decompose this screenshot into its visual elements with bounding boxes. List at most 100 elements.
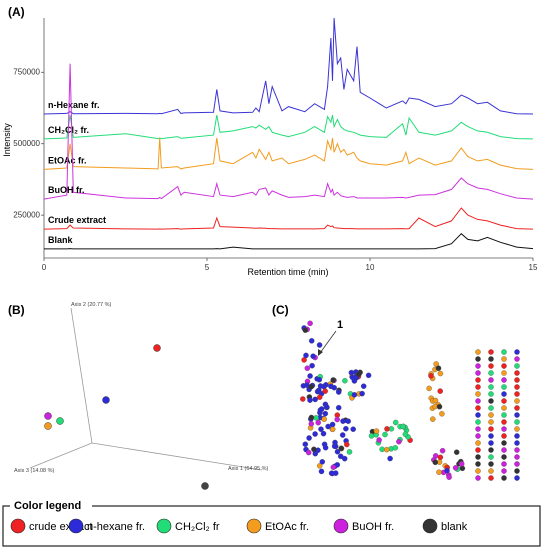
arrow-head [318, 349, 323, 356]
network-node [501, 433, 507, 439]
network-node [444, 467, 450, 474]
sample-point [102, 396, 110, 404]
legend-swatch [333, 518, 349, 534]
legend-label: blank [441, 521, 468, 533]
legend-swatch [68, 518, 84, 534]
network-node [475, 356, 481, 362]
network-node [316, 376, 323, 383]
network-node [514, 426, 520, 432]
network-node [302, 441, 309, 447]
network-node [383, 446, 390, 453]
network-node [308, 383, 314, 390]
panel-label: (A) [8, 5, 25, 19]
network-node [310, 353, 316, 359]
legend-label: n-hexane fr. [87, 521, 145, 533]
network-node [339, 432, 346, 438]
legend-swatch [156, 518, 172, 534]
network-node [373, 428, 380, 434]
x-tick-label: 10 [366, 263, 375, 272]
network-node [488, 384, 494, 390]
network-node [439, 447, 446, 454]
network-node [501, 447, 507, 453]
trace-label: Crude extract [48, 215, 106, 225]
network-node [488, 461, 494, 467]
network-node [452, 465, 459, 471]
network-node [325, 423, 331, 430]
trace [43, 63, 534, 200]
network-node [501, 356, 507, 362]
network-node [514, 398, 520, 404]
network-node [321, 383, 327, 390]
network-node [488, 433, 494, 439]
network-node [475, 440, 481, 446]
network-node [501, 391, 507, 397]
legend-title-bg [10, 498, 92, 512]
network-node [501, 461, 507, 467]
network-node [514, 461, 520, 467]
network-node [308, 338, 315, 344]
network-node [501, 426, 507, 432]
network-node [334, 462, 341, 468]
network-node [488, 440, 494, 446]
network-node [356, 371, 362, 377]
network-node [379, 446, 385, 453]
legend-swatch [10, 518, 26, 534]
x-axis-label: Retention time (min) [247, 267, 328, 277]
network-node [348, 369, 355, 376]
legend-title: Color legend [14, 500, 81, 512]
y-axis-label: Intensity [2, 123, 12, 157]
network-node [318, 468, 325, 475]
network-node [300, 396, 306, 402]
axis-line [29, 442, 93, 469]
panel-c: (C) 1 [272, 303, 520, 481]
legend-box [2, 505, 541, 547]
network-node [318, 426, 324, 432]
network-node [475, 475, 481, 481]
y-tick-label: 250000 [13, 210, 40, 219]
network-node [488, 356, 494, 362]
network-node [335, 389, 342, 395]
network-node [344, 441, 350, 448]
network-node [368, 433, 375, 439]
network-node [488, 363, 494, 369]
network-node [514, 349, 520, 355]
network-node [340, 418, 346, 424]
network-node [345, 418, 351, 424]
network-node [351, 392, 358, 398]
axis-label: Axis 1 (64.95 %) [228, 466, 269, 472]
network-node [311, 446, 317, 453]
network-node [384, 426, 390, 432]
sample-point [56, 417, 64, 425]
network-node [316, 394, 323, 400]
network-node [475, 377, 481, 383]
network-node [501, 398, 507, 404]
network-node [488, 426, 494, 432]
network-node [432, 453, 439, 459]
legend-swatch [422, 518, 438, 534]
network-node [433, 361, 439, 367]
network-node [514, 447, 520, 453]
network-node [436, 469, 442, 475]
network-node [475, 384, 481, 390]
network-node [514, 454, 520, 460]
legend-label: BuOH fr. [352, 521, 394, 533]
trace [43, 17, 534, 115]
network-node [501, 384, 507, 390]
network-node [475, 468, 481, 474]
network-node [365, 372, 372, 379]
panel-b: (B) Axis 2 (20.77 %) Axis 1 (64.95 %) Ax… [8, 302, 269, 490]
network-node [514, 384, 520, 390]
network-node [501, 405, 507, 411]
network-node [439, 411, 445, 417]
network-node [488, 447, 494, 453]
network-node [514, 419, 520, 425]
network-node [488, 405, 494, 411]
network-node [307, 320, 313, 327]
node-label: 1 [337, 319, 343, 331]
network-node [501, 440, 507, 446]
network-node [514, 356, 520, 362]
arrow [319, 330, 337, 354]
network-node [475, 426, 481, 432]
network-node [488, 398, 494, 404]
network-node [334, 416, 340, 423]
